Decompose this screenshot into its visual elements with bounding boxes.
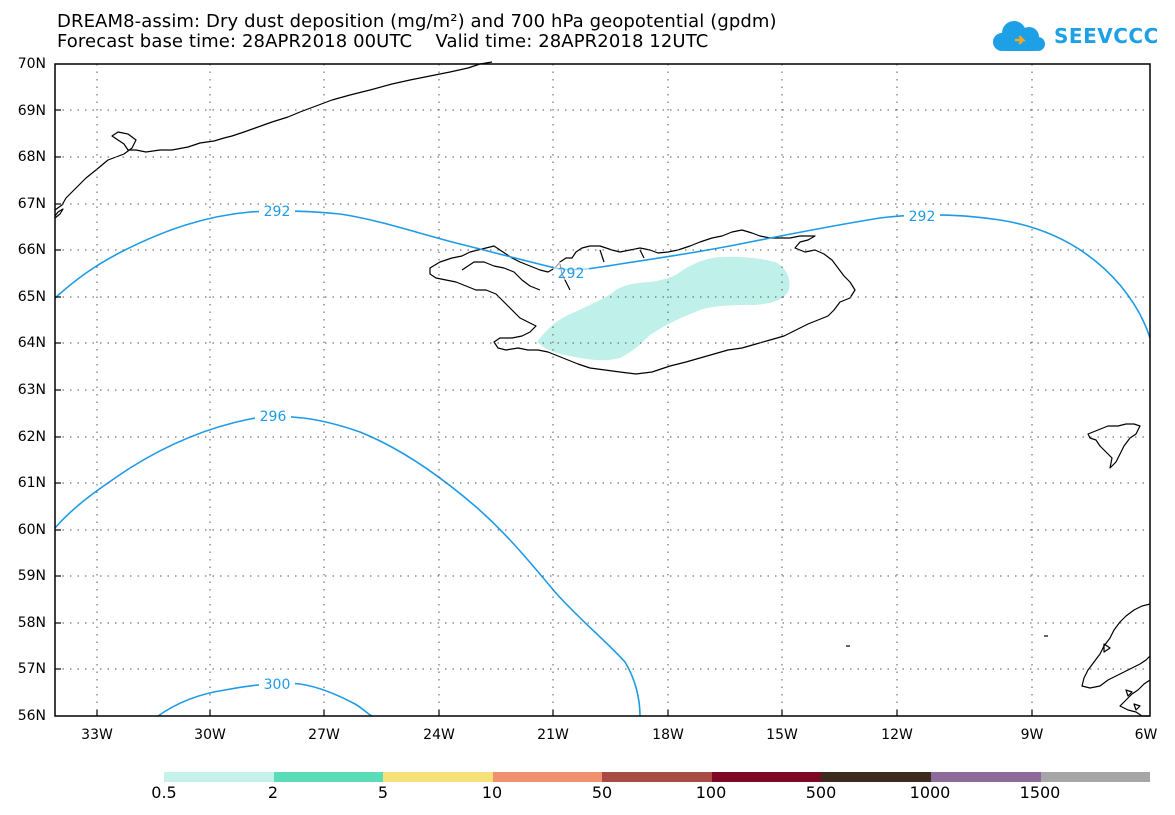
lat-label: 68N	[17, 149, 46, 165]
colorbar-swatch	[273, 772, 384, 782]
contour-label-bg	[255, 407, 291, 425]
lat-label: 56N	[17, 708, 46, 724]
contour-292	[54, 210, 1151, 339]
lat-label: 58N	[17, 615, 46, 631]
lon-label: 24W	[423, 727, 455, 743]
contour-label-bg	[904, 206, 940, 224]
colorbar-swatch	[164, 772, 274, 782]
lat-label: 65N	[17, 289, 46, 305]
chart-title: DREAM8-assim: Dry dust deposition (mg/m²…	[57, 11, 777, 32]
logo-text: SEEVCCC	[1054, 24, 1159, 48]
lat-label: 59N	[17, 568, 46, 584]
colorbar-swatch	[821, 772, 931, 782]
axis-ticks	[55, 109, 1033, 716]
lat-label: 70N	[17, 56, 46, 72]
lat-label: 66N	[17, 242, 46, 258]
scotland-coastline	[1081, 603, 1151, 689]
dust-deposition-area	[537, 256, 790, 361]
contour-label-bg	[259, 675, 295, 693]
colorbar-swatch	[930, 772, 1041, 782]
colorbar-label: 5	[377, 783, 389, 802]
lon-label: 30W	[194, 727, 226, 743]
scottish-islands	[1103, 643, 1141, 711]
colorbar-swatch	[383, 772, 493, 782]
lat-label: 60N	[17, 522, 46, 538]
chart-subtitle: Forecast base time: 28APR2018 00UTC Vali…	[57, 31, 709, 52]
contour-300	[157, 682, 373, 717]
colorbar-swatch	[711, 772, 822, 782]
colorbar-label: 10	[481, 783, 503, 802]
colorbar-label: 1000	[909, 783, 951, 802]
iceland-coastline	[429, 229, 856, 375]
contour-296	[54, 415, 641, 717]
gridlines	[55, 64, 1150, 716]
colorbar-label: 500	[805, 783, 837, 802]
colorbar-label: 0.5	[151, 783, 177, 802]
lat-label: 64N	[17, 335, 46, 351]
lat-label: 63N	[17, 382, 46, 398]
colorbar-label: 50	[591, 783, 613, 802]
contour-label-292-iceland: 292	[558, 266, 585, 282]
greenland-coastline-south	[54, 208, 64, 219]
colorbar-label: 2	[267, 783, 279, 802]
cloud-icon	[993, 21, 1045, 51]
colorbar-swatch	[1040, 772, 1151, 782]
contour-label-292-east: 292	[909, 209, 936, 225]
lat-label: 57N	[17, 661, 46, 677]
lat-label: 67N	[17, 196, 46, 212]
lon-label: 12W	[881, 727, 913, 743]
contour-label-300: 300	[264, 677, 291, 693]
colorbar	[164, 772, 1151, 782]
colorbar-label: 1500	[1019, 783, 1061, 802]
lon-label: 18W	[652, 727, 684, 743]
contour-label-296: 296	[260, 409, 287, 425]
lon-label: 15W	[766, 727, 798, 743]
lon-label: 9W	[1020, 727, 1044, 743]
contour-label-bg	[259, 201, 295, 219]
lon-label: 33W	[81, 727, 113, 743]
lon-label: 27W	[308, 727, 340, 743]
lon-label: 6W	[1134, 727, 1158, 743]
colorbar-swatch	[602, 772, 712, 782]
lat-label: 69N	[17, 103, 46, 119]
scotland-coastline-south	[1119, 679, 1151, 717]
greenland-coastline	[54, 61, 493, 211]
lat-label: 62N	[17, 429, 46, 445]
contour-label-292-west: 292	[264, 204, 291, 220]
dust-deposition-patch	[611, 285, 645, 303]
contour-label-bg	[553, 262, 589, 280]
colorbar-swatch	[492, 772, 603, 782]
iceland-fjord-detail	[461, 261, 541, 291]
lon-label: 21W	[537, 727, 569, 743]
lat-label: 61N	[17, 475, 46, 491]
colorbar-label: 100	[695, 783, 727, 802]
faroe-islands	[1087, 423, 1141, 469]
